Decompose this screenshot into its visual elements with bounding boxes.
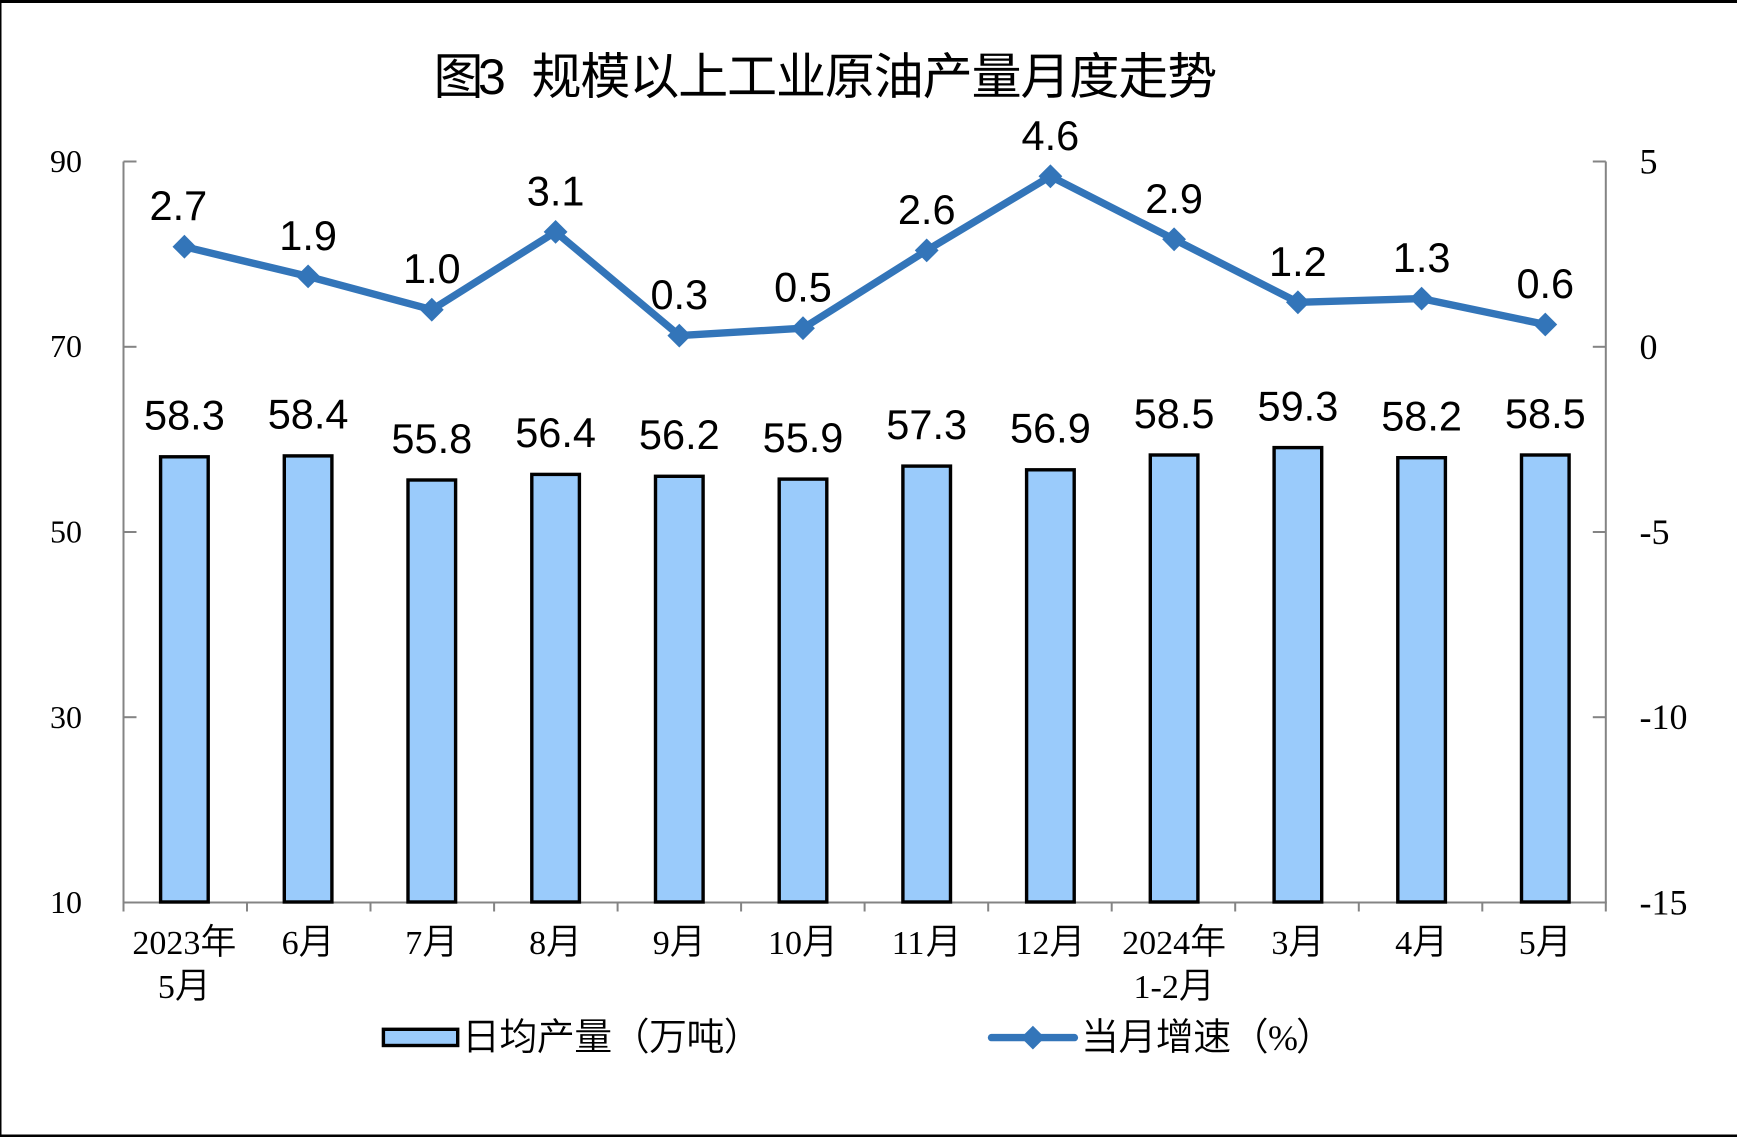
svg-text:58.4: 58.4	[268, 391, 349, 438]
svg-text:59.3: 59.3	[1258, 382, 1339, 429]
svg-text:11: 11	[892, 925, 925, 962]
svg-text:2024: 2024	[1122, 925, 1190, 962]
svg-text:30: 30	[50, 699, 82, 735]
svg-text:-10: -10	[1640, 697, 1688, 737]
svg-text:58.5: 58.5	[1134, 390, 1215, 437]
svg-text:56.2: 56.2	[639, 411, 720, 458]
svg-text:55.9: 55.9	[763, 414, 844, 461]
svg-text:2.9: 2.9	[1145, 175, 1203, 222]
svg-text:58.5: 58.5	[1505, 390, 1586, 437]
svg-text:90: 90	[50, 143, 82, 179]
svg-text:8: 8	[529, 925, 546, 962]
svg-text:2023: 2023	[132, 925, 200, 962]
svg-text:3.1: 3.1	[527, 167, 585, 214]
svg-text:6: 6	[282, 925, 299, 962]
svg-text:1.0: 1.0	[403, 245, 461, 292]
svg-text:4.6: 4.6	[1022, 112, 1080, 159]
svg-text:1-2: 1-2	[1134, 969, 1179, 1006]
svg-text:1.2: 1.2	[1269, 238, 1327, 285]
svg-text:56.4: 56.4	[515, 409, 596, 456]
svg-text:5: 5	[1519, 925, 1536, 962]
svg-text:%: %	[1268, 1018, 1298, 1058]
svg-text:0: 0	[1640, 327, 1658, 367]
svg-text:57.3: 57.3	[886, 401, 967, 448]
svg-text:58.2: 58.2	[1381, 393, 1462, 440]
svg-text:9: 9	[653, 925, 670, 962]
svg-text:70: 70	[50, 328, 82, 364]
svg-text:7: 7	[405, 925, 422, 962]
svg-text:58.3: 58.3	[144, 392, 225, 439]
svg-text:3: 3	[478, 49, 506, 105]
svg-text:12: 12	[1015, 925, 1049, 962]
svg-text:-5: -5	[1640, 512, 1670, 552]
svg-text:2.7: 2.7	[150, 182, 208, 229]
svg-text:10: 10	[50, 884, 82, 920]
svg-text:10: 10	[768, 925, 802, 962]
svg-text:55.8: 55.8	[391, 415, 472, 462]
svg-text:0.6: 0.6	[1516, 260, 1574, 307]
svg-text:0.3: 0.3	[650, 271, 708, 318]
svg-text:50: 50	[50, 514, 82, 550]
svg-text:56.9: 56.9	[1010, 405, 1091, 452]
svg-text:-15: -15	[1640, 883, 1688, 923]
svg-text:5: 5	[1640, 142, 1658, 182]
svg-text:5: 5	[158, 969, 175, 1006]
svg-text:1.3: 1.3	[1393, 234, 1451, 281]
svg-text:3: 3	[1271, 925, 1288, 962]
svg-text:4: 4	[1395, 925, 1412, 962]
svg-text:1.9: 1.9	[279, 212, 337, 259]
svg-text:2.6: 2.6	[898, 186, 956, 233]
svg-text:0.5: 0.5	[774, 264, 832, 311]
